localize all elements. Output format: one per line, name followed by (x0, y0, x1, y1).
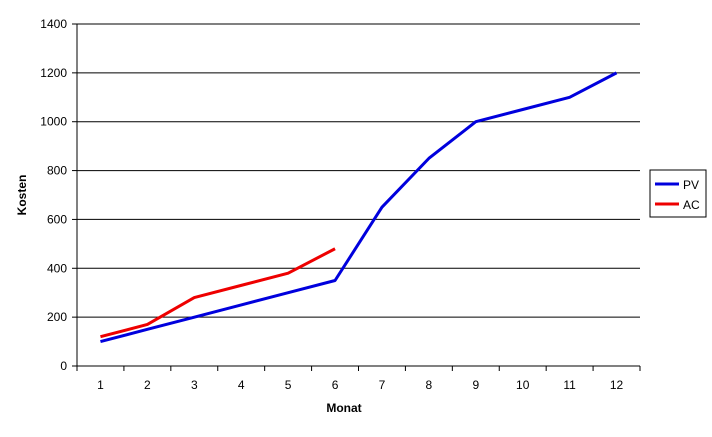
x-tick-label: 5 (285, 378, 292, 392)
x-tick-label: 3 (191, 378, 198, 392)
x-tick-label: 9 (472, 378, 479, 392)
x-tick-label: 10 (516, 378, 530, 392)
series-line (100, 71, 618, 344)
x-tick-label: 11 (563, 378, 576, 392)
x-tick-label: 2 (144, 378, 151, 392)
x-tick-label: 1 (97, 378, 104, 392)
y-tick-label: 1200 (40, 66, 67, 80)
x-tick-label: 4 (238, 378, 245, 392)
legend-box (649, 169, 707, 218)
x-tick-label: 8 (426, 378, 433, 392)
y-tick-label: 600 (47, 212, 67, 226)
y-tick-label: 200 (47, 310, 67, 324)
y-tick-label: 1400 (40, 17, 67, 31)
y-tick-label: 1000 (40, 115, 67, 129)
y-tick-label: 0 (60, 359, 67, 373)
legend-label: PV (683, 178, 699, 192)
series-line (100, 247, 336, 339)
x-axis-label: Monat (326, 401, 361, 415)
legend-label: AC (683, 198, 700, 212)
y-axis-label: Kosten (15, 175, 29, 216)
x-tick-label: 7 (379, 378, 386, 392)
y-tick-label: 800 (47, 164, 67, 178)
x-tick-label: 12 (610, 378, 624, 392)
x-tick-label: 6 (332, 378, 339, 392)
y-tick-label: 400 (47, 261, 67, 275)
